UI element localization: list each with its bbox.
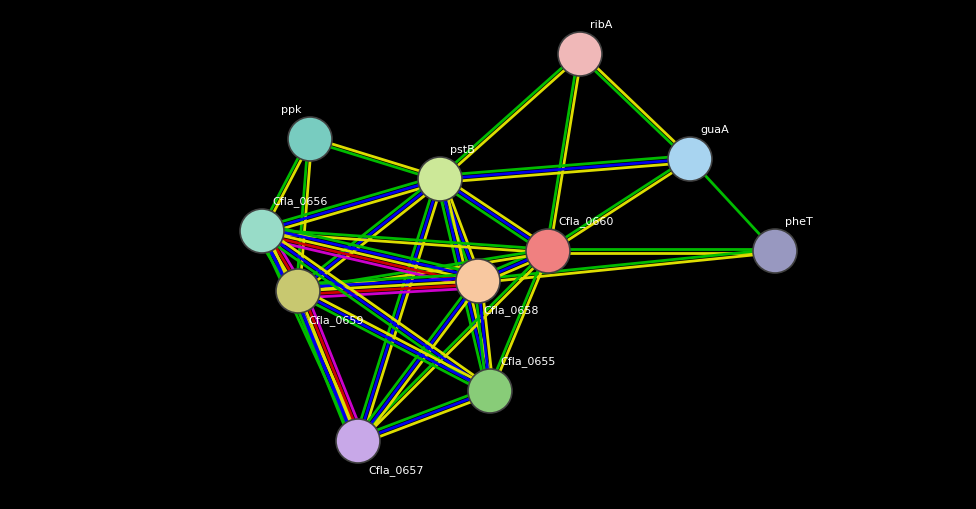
Circle shape [558, 32, 602, 76]
Text: Cfla_0658: Cfla_0658 [483, 305, 539, 316]
Circle shape [288, 117, 332, 161]
Text: Cfla_0657: Cfla_0657 [368, 465, 424, 476]
Circle shape [468, 369, 512, 413]
Circle shape [753, 229, 797, 273]
Circle shape [240, 209, 284, 253]
Text: ppk: ppk [281, 105, 302, 115]
Text: pheT: pheT [785, 217, 813, 227]
Text: ribA: ribA [590, 20, 612, 30]
Circle shape [456, 259, 500, 303]
Text: pstB: pstB [450, 145, 474, 155]
Text: Cfla_0660: Cfla_0660 [558, 216, 613, 227]
Text: Cfla_0659: Cfla_0659 [308, 315, 363, 326]
Circle shape [336, 419, 380, 463]
Circle shape [276, 269, 320, 313]
Circle shape [668, 137, 712, 181]
Circle shape [526, 229, 570, 273]
Text: Cfla_0655: Cfla_0655 [500, 356, 555, 367]
Text: guaA: guaA [700, 125, 729, 135]
Circle shape [418, 157, 462, 201]
Text: Cfla_0656: Cfla_0656 [272, 196, 327, 207]
